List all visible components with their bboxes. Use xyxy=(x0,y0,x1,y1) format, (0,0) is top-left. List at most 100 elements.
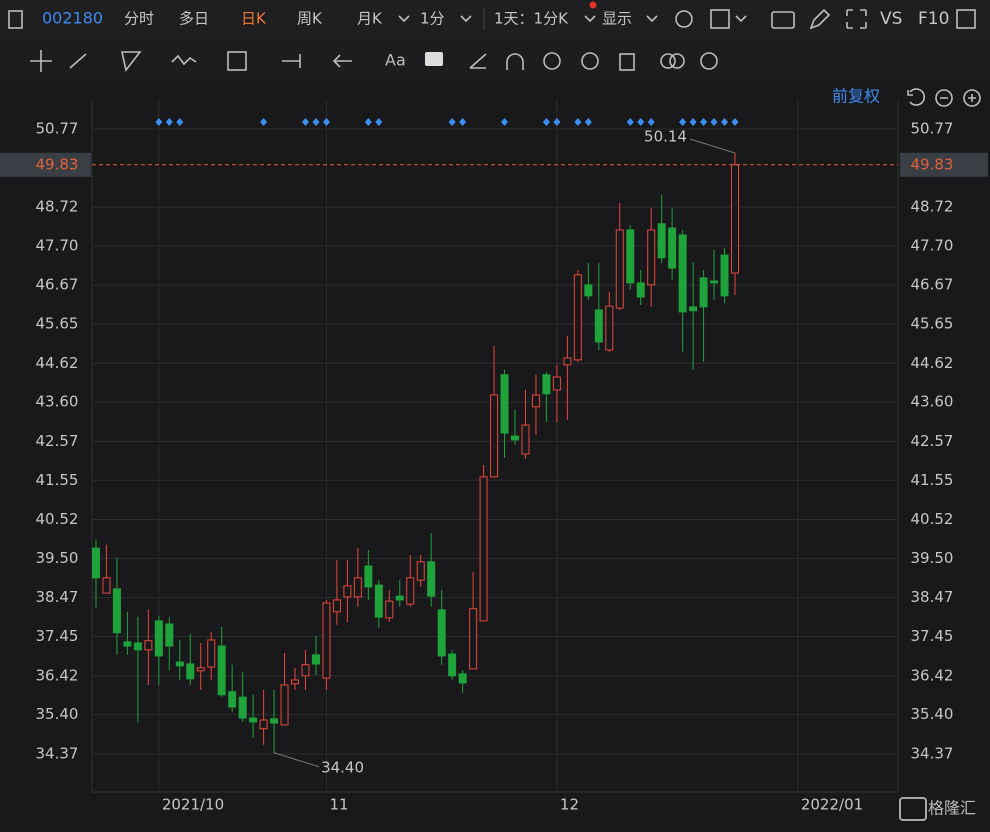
event-marker xyxy=(553,118,561,126)
fib-tool[interactable] xyxy=(227,51,247,71)
event-marker xyxy=(679,118,687,126)
tab[interactable]: 分时 xyxy=(124,10,154,28)
y-tick-label-right: 39.50 xyxy=(911,549,954,567)
tab[interactable]: 多日 xyxy=(179,10,209,28)
y-tick-label: 35.40 xyxy=(36,705,79,723)
y-tick-label-right: 45.65 xyxy=(911,315,954,333)
zoom-in[interactable] xyxy=(968,94,976,102)
event-marker xyxy=(647,118,655,126)
event-marker xyxy=(448,118,456,126)
event-marker xyxy=(542,118,550,126)
compare-tool[interactable] xyxy=(660,53,676,69)
measure-tool[interactable] xyxy=(282,54,301,68)
candle-body xyxy=(710,280,719,284)
y-tick-label: 38.47 xyxy=(36,588,79,606)
panel-icon[interactable] xyxy=(8,10,23,29)
candle-body xyxy=(385,600,394,619)
hide-tool[interactable] xyxy=(581,52,599,70)
tab-active[interactable]: 日K xyxy=(241,10,267,28)
event-marker xyxy=(710,118,718,126)
f10-button[interactable]: F10 xyxy=(918,9,949,29)
candle-body xyxy=(249,717,258,723)
compare-tool[interactable] xyxy=(669,53,685,69)
event-marker xyxy=(459,118,467,126)
last-price-label: 49.83 xyxy=(36,155,79,173)
settings-icon[interactable] xyxy=(675,10,693,28)
event-marker xyxy=(689,118,697,126)
candle-body xyxy=(123,641,132,647)
text-tool[interactable]: Aa xyxy=(385,51,406,70)
delete-tool[interactable] xyxy=(619,53,635,71)
y-tick-label: 41.55 xyxy=(36,471,79,489)
candle-body xyxy=(112,588,121,634)
y-tick-label: 40.52 xyxy=(36,510,79,528)
magnet-tool[interactable] xyxy=(506,53,524,70)
undo-icon[interactable] xyxy=(907,88,925,106)
chevron[interactable] xyxy=(398,15,410,23)
tab[interactable]: 周K xyxy=(297,10,323,28)
plot: 50.77 50.77 48.72 48.72 47.70 47.70 46.67 46.67… xyxy=(0,100,988,814)
move-tool[interactable] xyxy=(30,50,52,72)
candle-body xyxy=(479,476,488,622)
box-icon[interactable] xyxy=(710,9,730,29)
vs-button[interactable]: VS xyxy=(880,9,902,29)
event-marker xyxy=(301,118,309,126)
zoom-in[interactable] xyxy=(963,89,981,107)
pen-icon[interactable] xyxy=(809,8,831,30)
candle-body xyxy=(154,620,163,657)
event-marker xyxy=(584,118,592,126)
y-tick-label-right: 37.45 xyxy=(911,627,954,645)
event-marker xyxy=(501,118,509,126)
adjust-mode[interactable]: 前复权 xyxy=(832,87,880,106)
chevron[interactable] xyxy=(735,15,747,23)
candle-body xyxy=(720,254,729,297)
annotation-line xyxy=(273,752,320,768)
angle-tool[interactable] xyxy=(469,53,487,69)
x-tick-label: 12 xyxy=(560,796,579,814)
chevron[interactable] xyxy=(584,15,596,23)
y-tick-label-right: 43.60 xyxy=(911,393,954,411)
tool-settings[interactable] xyxy=(700,52,718,70)
period[interactable]: 1分 xyxy=(420,10,445,28)
camera-icon[interactable] xyxy=(771,11,795,29)
event-marker xyxy=(637,118,645,126)
y-tick-label-right: 36.42 xyxy=(911,666,954,684)
event-marker xyxy=(322,118,330,126)
range[interactable]: 1天：1分K xyxy=(494,10,569,28)
sync-tool[interactable] xyxy=(543,52,561,70)
y-tick-label: 50.77 xyxy=(36,119,79,137)
candle-body xyxy=(228,691,237,708)
candle-body xyxy=(542,374,551,395)
y-tick-label-right: 40.52 xyxy=(911,510,954,528)
chevron[interactable] xyxy=(646,15,658,23)
fullscreen-icon[interactable] xyxy=(846,9,867,29)
shape-tool[interactable] xyxy=(121,51,142,72)
chevron[interactable] xyxy=(460,15,472,23)
zoom-out[interactable] xyxy=(935,89,953,107)
note-tool[interactable] xyxy=(425,52,443,66)
candle-body xyxy=(490,394,499,478)
event-marker xyxy=(731,118,739,126)
candle-body xyxy=(500,374,509,434)
y-tick-label: 47.70 xyxy=(36,236,79,254)
event-marker xyxy=(312,118,320,126)
arrow-tool[interactable] xyxy=(332,54,352,68)
candle-body xyxy=(196,667,205,672)
stock-code[interactable]: 002180 xyxy=(42,9,103,28)
y-tick-label-right: 34.37 xyxy=(911,744,954,762)
candle-body xyxy=(636,282,645,298)
y-tick-label: 37.45 xyxy=(36,627,79,645)
line-tool[interactable] xyxy=(69,53,87,69)
y-tick-label-right: 48.72 xyxy=(911,198,954,216)
display[interactable]: 显示 xyxy=(602,10,632,28)
candle-body xyxy=(552,376,561,391)
candle-body xyxy=(689,306,698,312)
y-tick-label-right: 42.57 xyxy=(911,432,954,450)
event-marker xyxy=(721,118,729,126)
tab[interactable]: 月K xyxy=(357,10,383,28)
candle-body xyxy=(458,673,467,684)
candle-body xyxy=(395,595,404,601)
layout-icon[interactable] xyxy=(956,9,976,29)
y-tick-label: 46.67 xyxy=(36,276,79,294)
wave-tool[interactable] xyxy=(171,54,197,66)
